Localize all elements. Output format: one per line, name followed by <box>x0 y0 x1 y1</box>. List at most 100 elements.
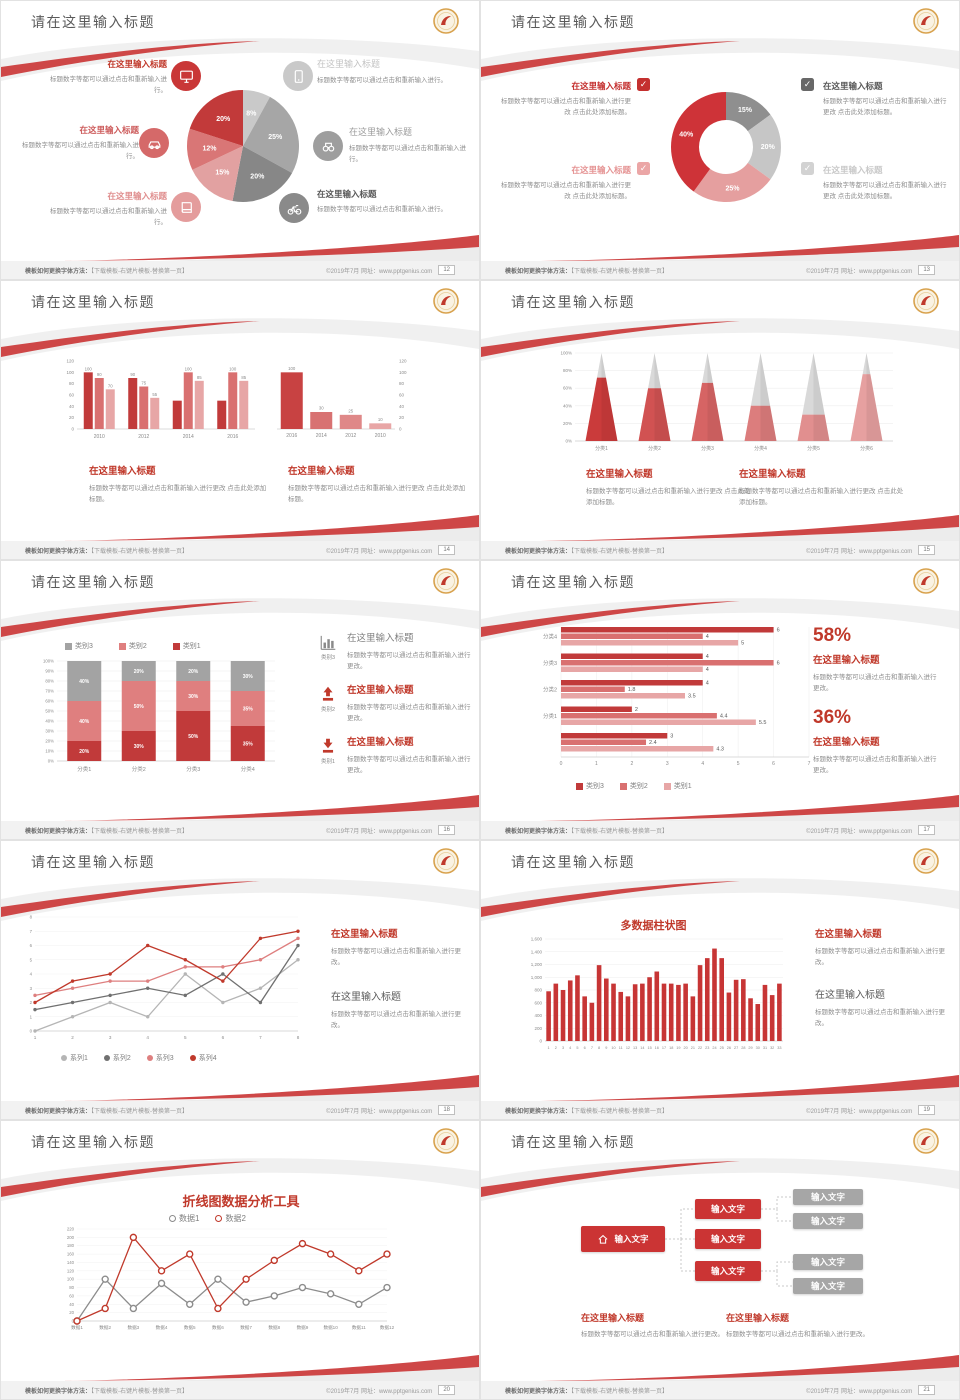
svg-text:100%: 100% <box>43 659 54 664</box>
callout-block: 在这里输入标题 标题数字等都可以通过点击和重新输入进行更改。 <box>726 1311 881 1340</box>
svg-text:12: 12 <box>626 1046 630 1050</box>
callout-body: 标题数字等都可以通过点击和重新输入进行更改 点击此处添加标题。 <box>823 97 947 117</box>
svg-text:9: 9 <box>605 1046 607 1050</box>
diagram-leaf-node[interactable]: 输入文字 <box>793 1254 863 1270</box>
svg-text:30: 30 <box>319 406 324 411</box>
svg-text:1,400: 1,400 <box>531 949 543 954</box>
svg-text:32: 32 <box>770 1046 774 1050</box>
diagram-leaf-node[interactable]: 输入文字 <box>793 1189 863 1205</box>
slide-footer: 模板如何更换字体方法：【下载模板-右键片模板-替换第一页】 ©2019年7月 网… <box>1 1381 479 1399</box>
slide-page-12[interactable]: 请在这里输入标题 在这里输入标题 标题数字等都可以通过点击和重新输入进行。 在这… <box>0 0 480 280</box>
checkbox-icon[interactable]: ✓ <box>637 162 650 175</box>
svg-text:28: 28 <box>741 1046 745 1050</box>
callout-body: 标题数字等都可以通过点击和重新输入进行更改 点击此处添加标题。 <box>501 97 631 117</box>
svg-text:4.3: 4.3 <box>716 747 724 753</box>
svg-text:20%: 20% <box>188 669 199 675</box>
checkbox-icon[interactable]: ✓ <box>801 162 814 175</box>
slide-page-17[interactable]: 请在这里输入标题 0 1 2 3 4 5 6 7 分类4 6 4 5 分类3 4 6 4 分类2 4 1.8 3.5 分… <box>480 560 960 840</box>
slide-page-15[interactable]: 请在这里输入标题 0% 20% 40% 60% 80% 100% 分类1 分类2 分类3 分类4 分… <box>480 280 960 560</box>
diagram-mid-node[interactable]: 输入文字 <box>695 1261 761 1281</box>
svg-text:4: 4 <box>701 761 704 767</box>
school-logo-icon <box>433 8 459 34</box>
slide-page-16[interactable]: 请在这里输入标题 类别3 类别2 类别1 0% 10% 20% 30% 40% 50% 60% 7… <box>0 560 480 840</box>
legend-item: 类别1 <box>172 641 201 651</box>
svg-text:数据5: 数据5 <box>184 1324 196 1331</box>
legend-item: 系列2 <box>103 1053 131 1063</box>
slide-page-13[interactable]: 请在这里输入标题 在这里输入标题 标题数字等都可以通过点击和重新输入进行更改 点… <box>480 0 960 280</box>
svg-text:6: 6 <box>222 1035 225 1040</box>
svg-text:80%: 80% <box>563 368 572 373</box>
svg-text:120: 120 <box>66 359 74 364</box>
diagram-leaf-node[interactable]: 输入文字 <box>793 1213 863 1229</box>
chart-legend: 类别3 类别2 类别1 <box>65 641 201 651</box>
svg-text:50%: 50% <box>45 709 54 714</box>
chart-legend: 系列1 系列2 系列3 系列4 <box>61 1053 217 1063</box>
checkbox-icon[interactable]: ✓ <box>801 78 814 91</box>
diagram-root-node[interactable]: 输入文字 <box>581 1226 665 1252</box>
slide-title: 请在这里输入标题 <box>511 294 635 310</box>
svg-text:14: 14 <box>640 1046 644 1050</box>
diagram-mid-node[interactable]: 输入文字 <box>695 1229 761 1249</box>
svg-text:分类1: 分类1 <box>543 712 557 720</box>
legend-item: 系列3 <box>146 1053 174 1063</box>
car-icon <box>139 128 169 158</box>
callout-block: 在这里输入标题 标题数字等都可以通过点击和重新输入进行更改。 <box>815 987 947 1029</box>
slide-title: 请在这里输入标题 <box>31 574 155 590</box>
callout-body: 标题数字等都可以通过点击和重新输入进行。 <box>349 144 466 164</box>
svg-text:分类4: 分类4 <box>754 445 767 452</box>
svg-text:3: 3 <box>109 1035 112 1040</box>
svg-text:数据4: 数据4 <box>156 1324 168 1331</box>
slide-page-20[interactable]: 请在这里输入标题 折线图数据分析工具 数据1 数据2 0 20 40 60 80 100 12… <box>0 1120 480 1400</box>
callout-body: 标题数字等都可以通过点击和重新输入进行更改。 <box>581 1330 724 1338</box>
svg-text:6: 6 <box>30 943 33 948</box>
slide-page-21[interactable]: 请在这里输入标题 输入文字 输入文字 输入文字 输入文字 输入文字 输入文字 输… <box>480 1120 960 1400</box>
callout-title: 在这里输入标题 <box>823 165 883 175</box>
footer-left: 模板如何更换字体方法：【下载模板-右键片模板-替换第一页】 <box>25 1388 189 1395</box>
svg-text:20%: 20% <box>45 739 54 744</box>
svg-text:13: 13 <box>633 1046 637 1050</box>
svg-text:20%: 20% <box>79 749 90 755</box>
callout-title: 在这里输入标题 <box>317 189 377 199</box>
svg-text:分类3: 分类3 <box>543 659 557 667</box>
slide-page-19[interactable]: 请在这里输入标题 多数据柱状图 0 200 400 600 800 1,000 1,200 1… <box>480 840 960 1120</box>
callout-body: 标题数字等都可以通过点击和重新输入进行更改。 <box>331 1010 461 1029</box>
callout-title: 在这里输入标题 <box>815 929 882 940</box>
svg-text:2.4: 2.4 <box>649 740 657 746</box>
svg-text:5: 5 <box>741 641 744 647</box>
slide-footer: 模板如何更换字体方法：【下载模板-右键片模板-替换第一页】 ©2019年7月 网… <box>481 821 959 839</box>
callout-block: 在这里输入标题 标题数字等都可以通过点击和重新输入进行更改 点击此处添加标题。 <box>823 79 951 119</box>
slide-page-14[interactable]: 请在这里输入标题 0 20 40 60 80 100 120 2010 100 90 70 2012 9… <box>0 280 480 560</box>
chart-legend: 类别3 类别2 类别1 <box>576 781 692 791</box>
svg-text:75: 75 <box>141 381 146 386</box>
svg-text:80: 80 <box>399 381 405 386</box>
icon-label: 类别2 <box>320 707 336 713</box>
node-label: 输入文字 <box>810 1192 845 1202</box>
svg-text:11: 11 <box>619 1046 623 1050</box>
top-swoosh-decoration <box>481 318 959 361</box>
svg-text:100: 100 <box>288 366 296 371</box>
legend-item: 类别3 <box>65 641 93 651</box>
callout-body: 标题数字等都可以通过点击和重新输入进行更改 点击此处添加标题。 <box>823 181 947 201</box>
svg-text:40: 40 <box>69 404 75 409</box>
callout-title: 在这里输入标题 <box>823 81 883 91</box>
svg-text:4: 4 <box>706 634 709 640</box>
svg-text:3: 3 <box>666 761 669 767</box>
svg-text:80: 80 <box>69 1285 74 1290</box>
svg-text:6: 6 <box>777 661 780 667</box>
diagram-leaf-node[interactable]: 输入文字 <box>793 1278 863 1294</box>
svg-text:1: 1 <box>30 1014 33 1019</box>
slide-footer: 模板如何更换字体方法：【下载模板-右键片模板-替换第一页】 ©2019年7月 网… <box>1 261 479 279</box>
svg-text:2010: 2010 <box>375 433 386 439</box>
svg-text:19: 19 <box>676 1046 680 1050</box>
checkbox-icon[interactable]: ✓ <box>637 78 650 91</box>
svg-text:分类3: 分类3 <box>701 445 714 452</box>
svg-text:分类2: 分类2 <box>543 685 557 693</box>
svg-text:90%: 90% <box>45 669 54 674</box>
svg-text:数据8: 数据8 <box>268 1324 280 1331</box>
diagram-mid-node[interactable]: 输入文字 <box>695 1199 761 1219</box>
svg-text:40: 40 <box>399 404 405 409</box>
svg-text:4: 4 <box>146 1035 149 1040</box>
svg-text:2: 2 <box>555 1046 557 1050</box>
slide-title: 请在这里输入标题 <box>511 1134 635 1150</box>
